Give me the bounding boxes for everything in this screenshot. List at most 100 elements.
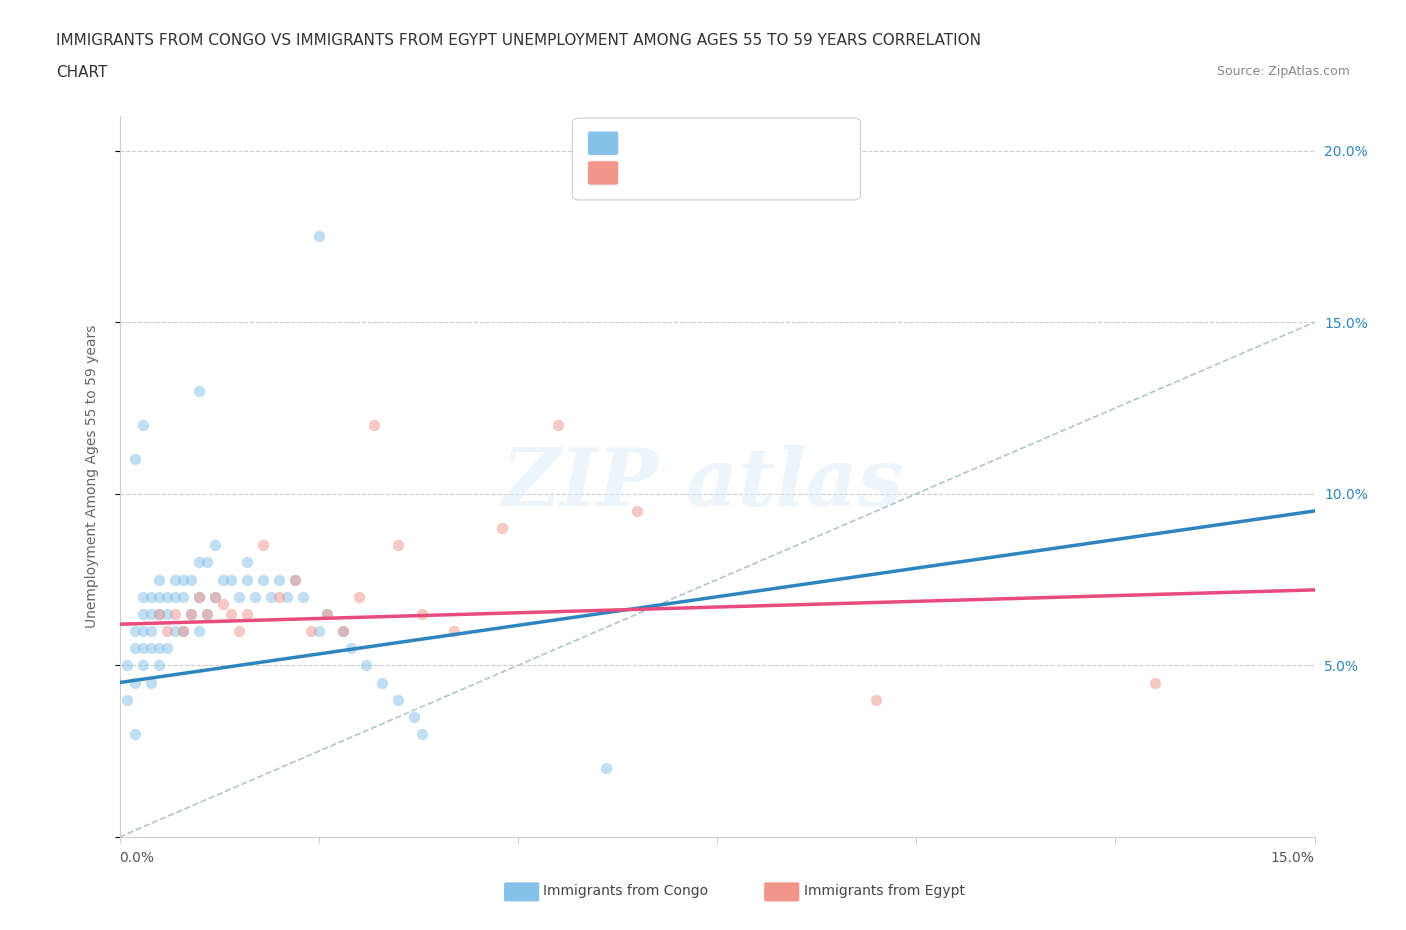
Point [315,606,337,621]
Point [212,596,235,611]
Point [180,606,202,621]
Point [1144,675,1167,690]
Point [156,641,179,656]
Point [165,606,187,621]
Point [188,590,211,604]
Point [132,658,155,672]
Point [443,624,465,639]
Text: 15.0%: 15.0% [1271,852,1315,866]
Point [865,692,887,707]
Point [141,641,163,656]
Point [172,624,194,639]
Point [188,590,211,604]
Point [228,624,250,639]
Point [404,710,426,724]
Point [124,675,146,690]
Point [299,624,322,639]
Point [195,606,218,621]
Point [260,590,283,604]
Point [291,590,314,604]
Point [308,229,330,244]
Point [172,624,194,639]
Point [165,572,187,587]
Text: Immigrants from Egypt: Immigrants from Egypt [804,884,966,898]
Point [188,555,211,570]
Point [172,590,194,604]
Point [363,418,385,432]
Point [347,590,370,604]
Point [284,572,307,587]
Point [148,606,170,621]
Point [595,761,617,776]
Point [219,572,242,587]
Point [132,606,155,621]
Point [236,606,259,621]
Point [339,641,361,656]
Point [132,624,155,639]
Point [267,590,290,604]
Point [172,572,194,587]
Point [626,503,648,518]
Y-axis label: Unemployment Among Ages 55 to 59 years: Unemployment Among Ages 55 to 59 years [84,325,98,629]
Text: ZIP atlas: ZIP atlas [502,445,904,523]
Point [132,641,155,656]
Point [236,555,259,570]
Point [188,383,211,398]
Point [148,606,170,621]
Point [195,555,218,570]
Point [188,624,211,639]
Point [371,675,394,690]
Point [332,624,354,639]
Point [141,675,163,690]
Point [204,590,226,604]
Text: Source: ZipAtlas.com: Source: ZipAtlas.com [1216,65,1350,78]
Point [267,572,290,587]
Point [156,606,179,621]
Point [141,624,163,639]
Point [411,606,433,621]
Point [219,606,242,621]
Point [180,606,202,621]
Point [228,590,250,604]
Point [148,572,170,587]
Text: IMMIGRANTS FROM CONGO VS IMMIGRANTS FROM EGYPT UNEMPLOYMENT AMONG AGES 55 TO 59 : IMMIGRANTS FROM CONGO VS IMMIGRANTS FROM… [56,33,981,47]
Point [148,590,170,604]
Point [165,624,187,639]
Point [387,538,409,552]
Point [356,658,378,672]
Point [117,692,139,707]
Point [132,590,155,604]
Point [132,418,155,432]
Point [491,521,513,536]
Point [124,624,146,639]
Point [276,590,298,604]
Point [308,624,330,639]
Point [124,452,146,467]
Point [180,572,202,587]
Point [141,606,163,621]
Point [332,624,354,639]
Point [148,658,170,672]
Point [124,726,146,741]
Text: 0.0%: 0.0% [120,852,155,866]
Point [156,624,179,639]
Point [387,692,409,707]
Point [204,538,226,552]
Text: CHART: CHART [56,65,108,80]
Point [252,538,274,552]
Point [117,658,139,672]
Point [204,590,226,604]
Point [315,606,337,621]
Point [236,572,259,587]
Point [124,641,146,656]
Text: R = 0.209   N = 65: R = 0.209 N = 65 [630,133,800,152]
Point [156,590,179,604]
Point [148,641,170,656]
Point [411,726,433,741]
Point [165,590,187,604]
Point [243,590,266,604]
Point [141,590,163,604]
Point [252,572,274,587]
Point [547,418,569,432]
Text: Immigrants from Congo: Immigrants from Congo [543,884,707,898]
